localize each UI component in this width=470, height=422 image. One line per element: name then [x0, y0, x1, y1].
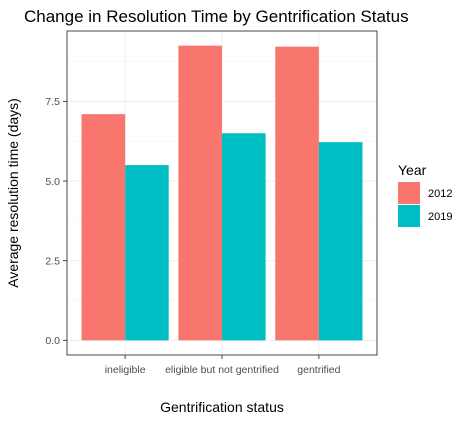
y-tick-label: 0.0	[45, 335, 60, 347]
legend-key-2012	[398, 182, 420, 204]
x-tick-label: ineligible	[105, 364, 146, 376]
y-tick-label: 2.5	[45, 255, 60, 267]
y-tick-label: 5.0	[45, 176, 60, 188]
bar-2019-ineligible	[125, 165, 169, 341]
x-axis-title: Gentrification status	[160, 399, 284, 415]
x-axis: ineligible eligible but not gentrified gen…	[105, 355, 341, 376]
bar-2019-gentrified	[318, 142, 363, 341]
y-tick-label: 7.5	[45, 96, 60, 108]
bars	[81, 45, 363, 341]
y-axis: 0.0 2.5 5.0 7.5	[45, 96, 67, 347]
legend-label-2019: 2019	[428, 211, 452, 223]
x-tick-label: gentrified	[297, 364, 340, 376]
bar-2012-eligible-but-not-gentrified	[178, 45, 222, 341]
bar-2012-ineligible	[81, 114, 126, 341]
legend-label-2012: 2012	[428, 188, 452, 200]
bar-2019-eligible-but-not-gentrified	[222, 133, 266, 341]
legend: Year 2012 2019	[398, 162, 452, 227]
legend-title: Year	[398, 162, 427, 178]
bar-2012-gentrified	[275, 46, 319, 341]
y-axis-title: Average resolution time (days)	[5, 98, 21, 288]
x-tick-label: eligible but not gentrified	[165, 364, 279, 376]
legend-key-2019	[398, 205, 420, 227]
chart-title: Change in Resolution Time by Gentrificat…	[24, 7, 409, 26]
